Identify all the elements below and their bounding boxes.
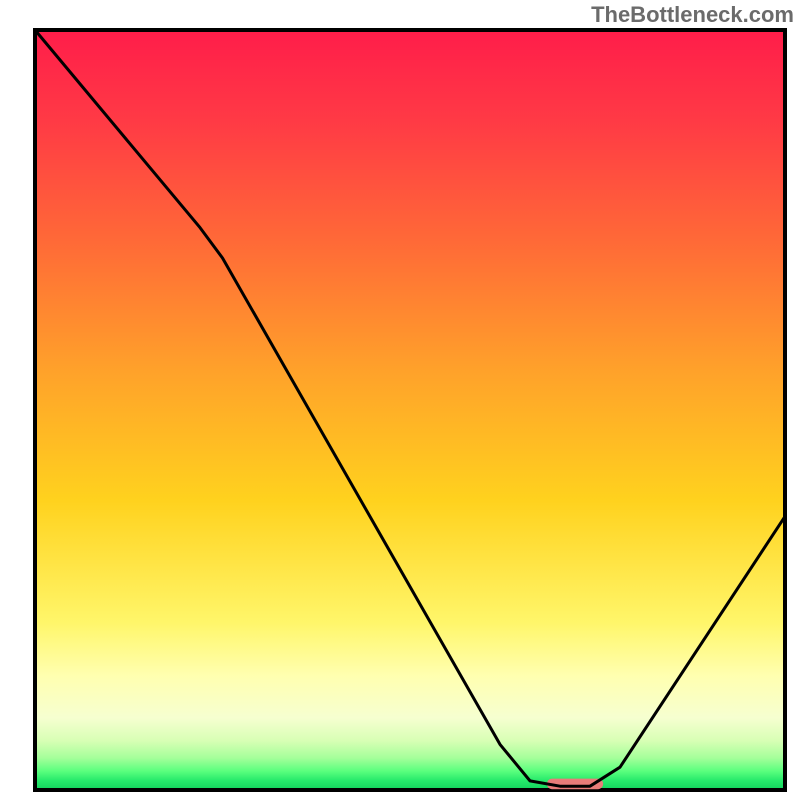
chart-svg bbox=[0, 0, 800, 800]
plot-gradient bbox=[35, 30, 785, 790]
chart-container: TheBottleneck.com bbox=[0, 0, 800, 800]
